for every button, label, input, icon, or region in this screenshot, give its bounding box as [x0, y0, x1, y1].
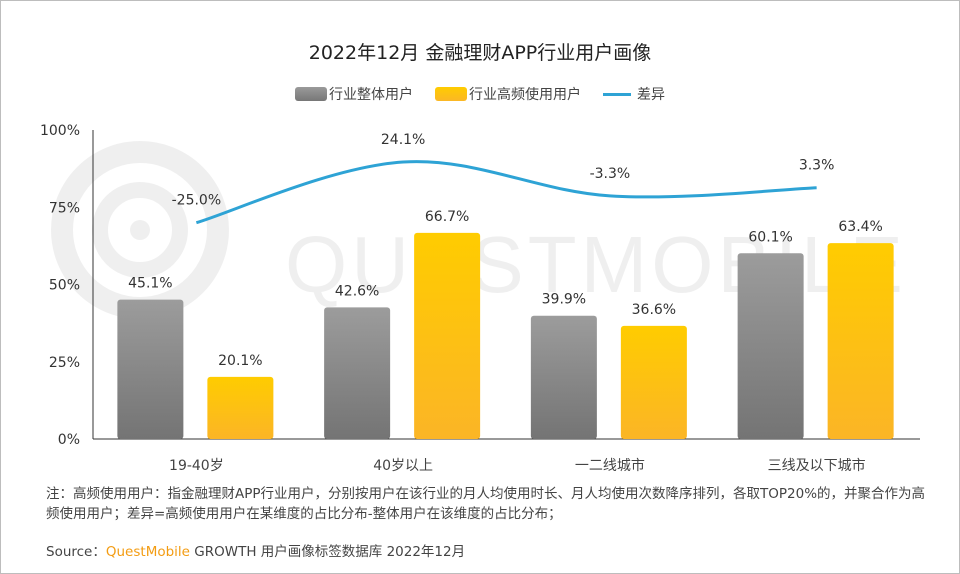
bar-overall [324, 307, 391, 439]
y-tick-label: 50% [49, 278, 80, 294]
legend-item-high-freq: 行业高频使用用户 [435, 84, 581, 104]
bar-data-label: 60.1% [748, 229, 792, 245]
bar-data-label: 36.6% [632, 302, 676, 318]
legend-item-overall: 行业整体用户 [295, 84, 413, 104]
legend-line-diff [603, 92, 631, 96]
source-text: GROWTH 用户画像标签数据库 2022年12月 [189, 544, 466, 560]
bar-high-freq [620, 325, 687, 439]
bar-data-label: 20.1% [218, 353, 262, 369]
bar-high-freq [207, 376, 274, 439]
chart-title: 2022年12月 金融理财APP行业用户画像 [308, 42, 652, 64]
x-tick-label: 40岁以上 [373, 458, 433, 474]
bar-data-label: 66.7% [425, 209, 469, 225]
source-line: Source：QuestMobile GROWTH 用户画像标签数据库 2022… [46, 540, 465, 560]
diff-data-label: 24.1% [381, 132, 425, 148]
source-label: Source： [46, 544, 106, 560]
y-tick-label: 100% [40, 123, 80, 139]
legend-swatch-overall [295, 87, 327, 101]
legend-label: 行业高频使用用户 [469, 87, 581, 103]
y-tick-label: 25% [49, 355, 80, 371]
diff-data-label: -3.3% [590, 166, 631, 182]
bar-data-label: 39.9% [542, 292, 586, 308]
bar-high-freq [414, 232, 481, 439]
bar-high-freq [827, 243, 894, 439]
bar-data-label: 63.4% [838, 219, 882, 235]
source-brand: QuestMobile [105, 544, 190, 560]
bar-overall [117, 299, 184, 439]
x-tick-label: 一二线城市 [575, 457, 645, 474]
legend-swatch-high-freq [435, 87, 467, 101]
diff-data-label: 3.3% [799, 158, 835, 174]
bar-overall [530, 315, 597, 439]
diff-data-label: -25.0% [172, 193, 222, 209]
bar-data-label: 45.1% [128, 276, 172, 292]
y-tick-label: 75% [49, 200, 80, 216]
footnote: 注：高频使用用户：指金融理财APP行业用户，分别按用户在该行业的月人均使用时长、… [46, 486, 926, 522]
bar-overall [737, 253, 804, 439]
legend-label: 差异 [637, 87, 665, 103]
x-tick-label: 19-40岁 [169, 458, 224, 474]
y-tick-label: 0% [58, 432, 80, 448]
x-tick-label: 三线及以下城市 [768, 457, 866, 474]
legend-item-diff: 差异 [603, 84, 665, 104]
bar-data-label: 42.6% [335, 283, 379, 299]
legend: 行业整体用户 行业高频使用用户 差异 [0, 84, 960, 104]
legend-label: 行业整体用户 [329, 87, 413, 103]
diff-line [195, 160, 817, 225]
